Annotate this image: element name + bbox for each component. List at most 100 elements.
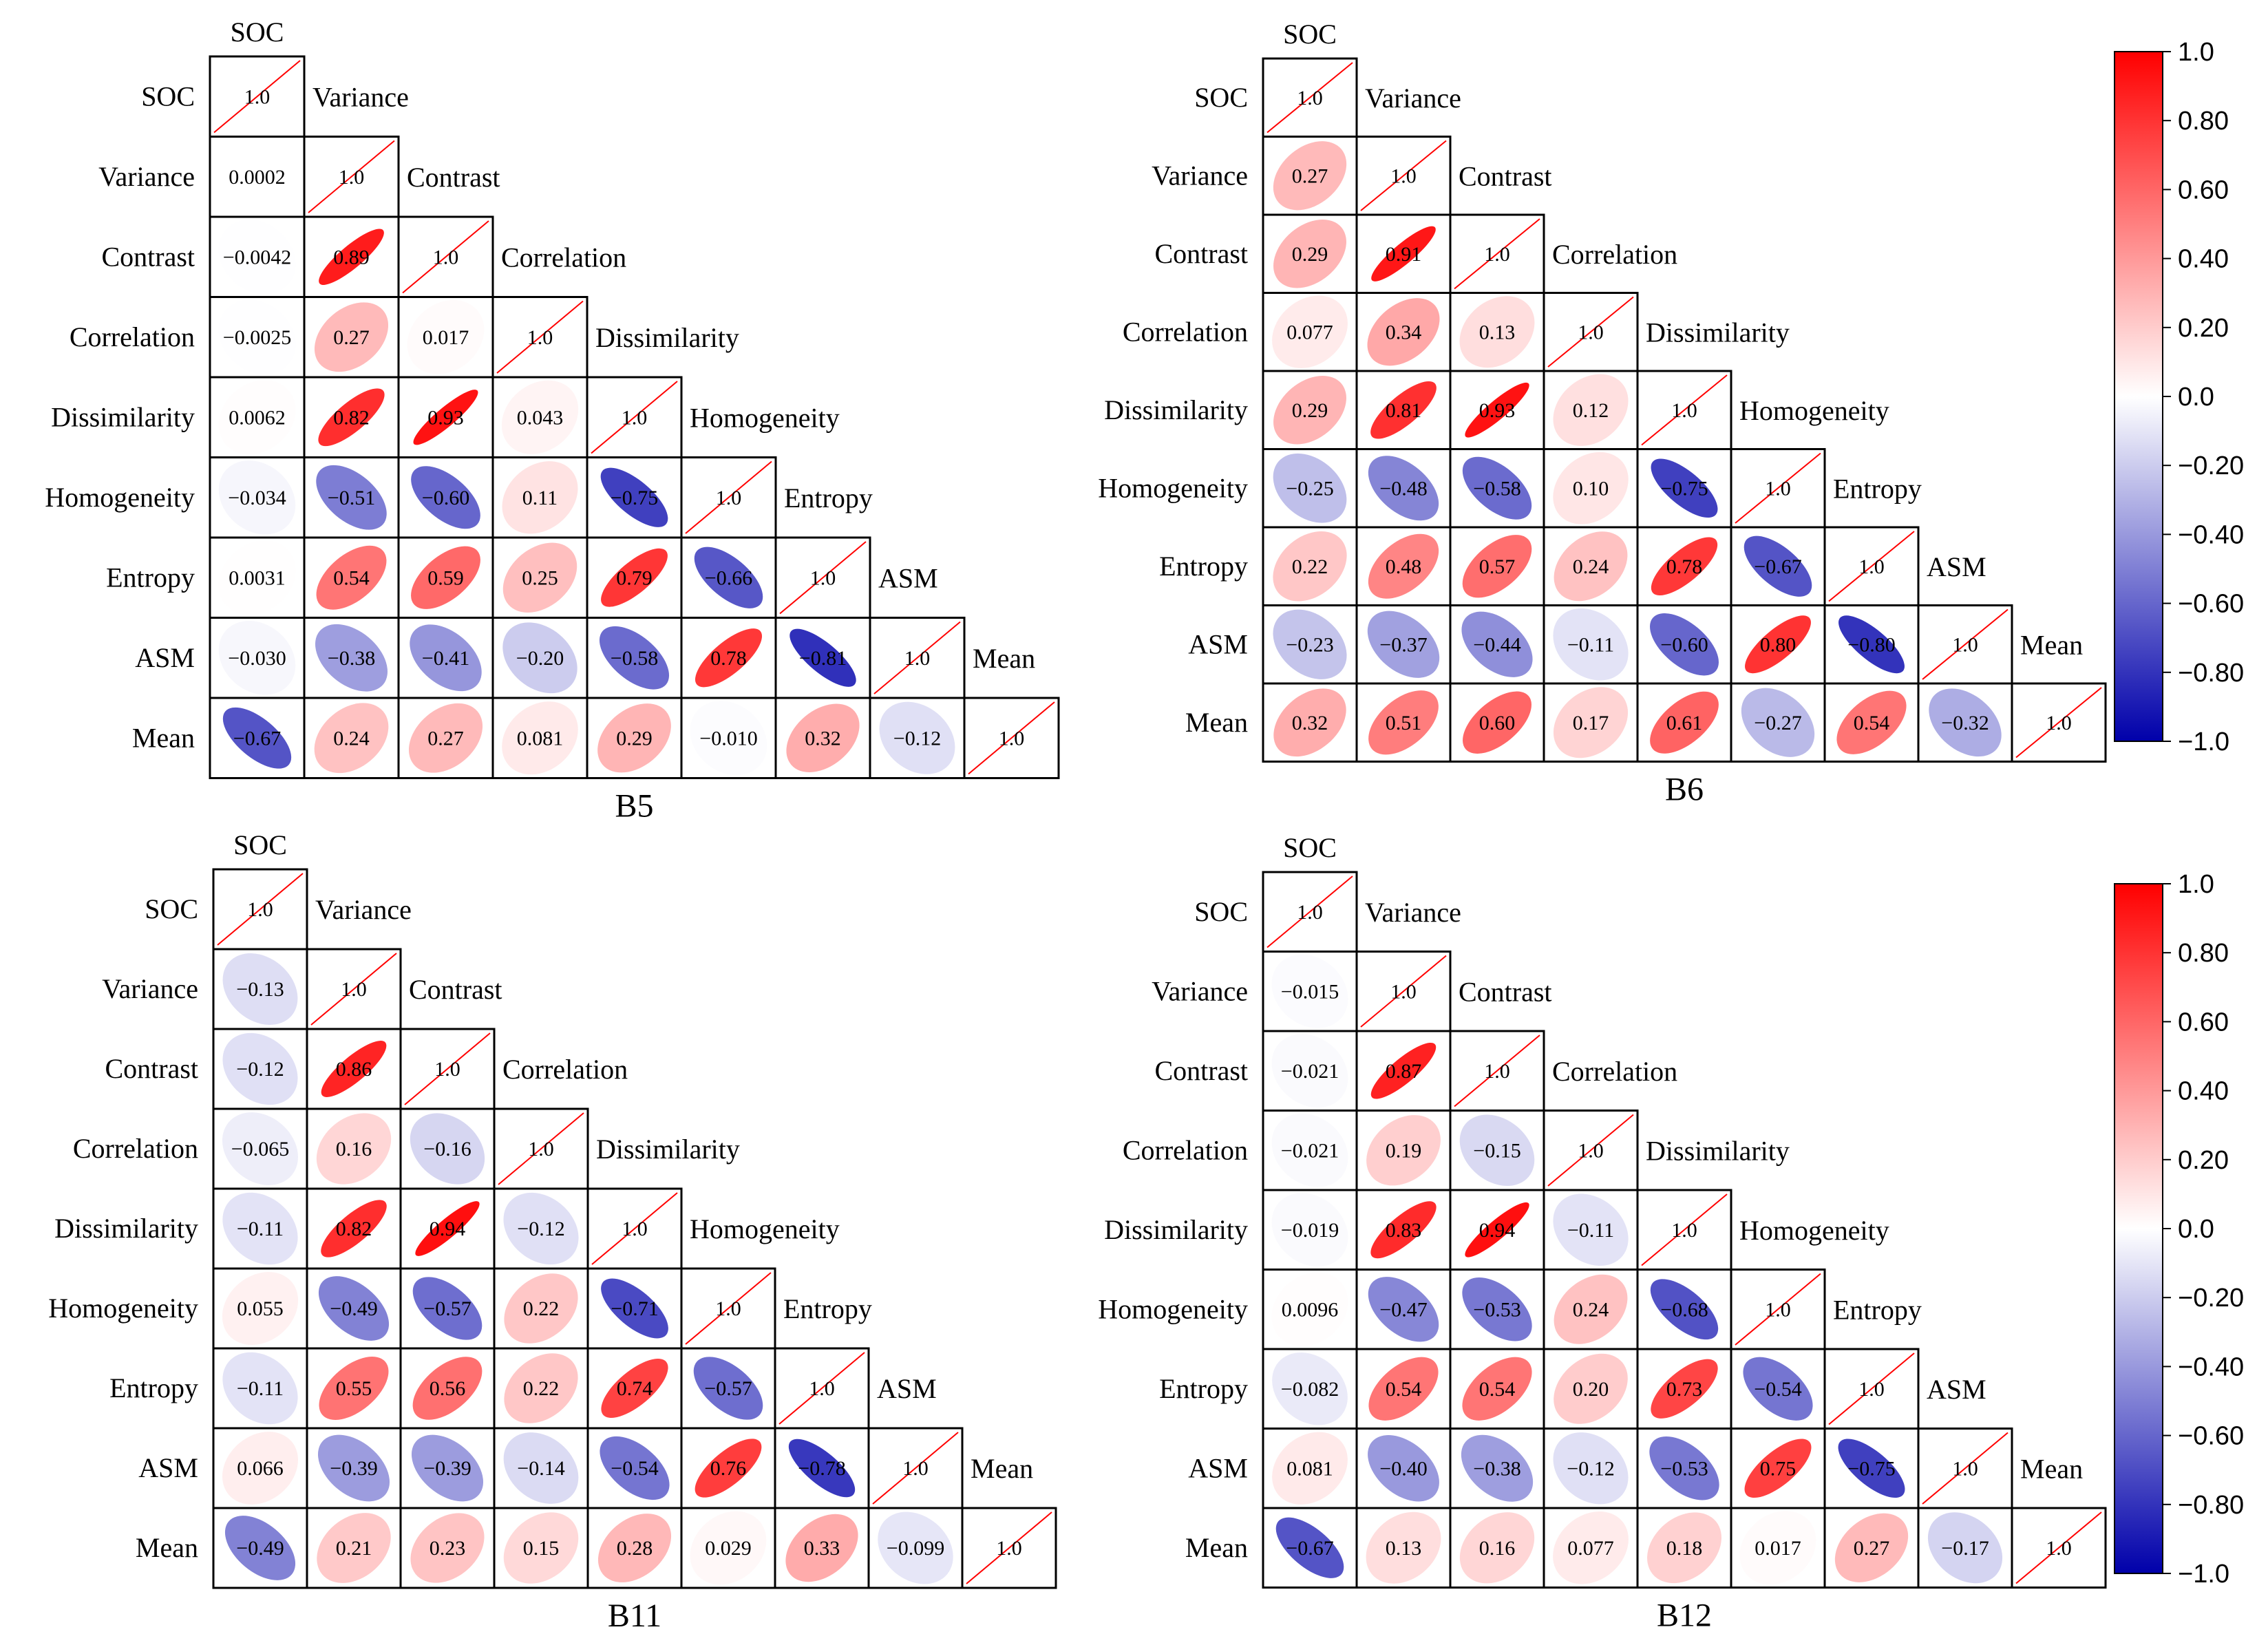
cell-homogeneity-dissimilarity: −0.71 xyxy=(586,1267,683,1350)
correlation-ellipse xyxy=(502,542,577,613)
column-label-mean: Mean xyxy=(973,643,1035,674)
cell-mean-correlation: 0.077 xyxy=(1543,1507,1639,1589)
cell-asm-soc: 0.081 xyxy=(1262,1428,1358,1509)
correlation-ellipse xyxy=(1271,954,1348,1028)
correlation-ellipse xyxy=(503,1512,579,1584)
cell-value: 1.0 xyxy=(244,85,271,108)
cell-value: −0.12 xyxy=(1567,1457,1614,1480)
cell-homogeneity-correlation: 0.22 xyxy=(493,1267,589,1350)
cell-value: 0.081 xyxy=(517,727,564,750)
cell-value: −0.082 xyxy=(1281,1378,1339,1401)
cell-value: 1.0 xyxy=(339,166,365,189)
cell-value: 0.16 xyxy=(336,1138,372,1160)
cell-value: 1.0 xyxy=(1484,243,1510,266)
cell-value: 0.32 xyxy=(1292,712,1328,734)
diagonal-mark xyxy=(1735,452,1821,524)
row-label-entropy: Entropy xyxy=(1159,551,1248,582)
correlation-ellipse xyxy=(695,628,763,688)
correlation-ellipse xyxy=(1927,1512,2003,1584)
diagonal-mark xyxy=(1267,62,1353,134)
correlation-ellipse xyxy=(315,624,388,692)
correlation-ellipse xyxy=(1368,690,1439,755)
cell-contrast-soc: 0.29 xyxy=(1262,213,1358,294)
cell-dissimilarity-dissimilarity: 1.0 xyxy=(1636,370,1732,450)
correlation-ellipse xyxy=(1273,453,1347,523)
correlation-ellipse xyxy=(690,701,767,776)
cell-entropy-homogeneity: −0.67 xyxy=(1730,526,1826,606)
cell-value: 0.22 xyxy=(523,1297,560,1320)
cell-asm-variance: −0.38 xyxy=(303,617,400,699)
cell-value: −0.67 xyxy=(233,727,281,750)
cell-value: −0.17 xyxy=(1941,1537,1989,1560)
cell-value: 0.48 xyxy=(1386,555,1422,578)
cell-contrast-contrast: 1.0 xyxy=(1449,1030,1545,1112)
correlation-ellipse xyxy=(1838,615,1905,674)
cell-variance-soc: 0.27 xyxy=(1262,136,1358,216)
cell-value: 0.077 xyxy=(1567,1537,1614,1560)
cell-value: 0.055 xyxy=(237,1297,284,1320)
cell-value: 1.0 xyxy=(810,566,836,589)
colorbar-gradient xyxy=(2114,51,2163,742)
cell-mean-asm: −0.099 xyxy=(867,1507,964,1589)
colorbar-tick-label: 0.80 xyxy=(2178,107,2229,136)
correlation-ellipse xyxy=(1366,1511,1441,1584)
colorbar-gradient xyxy=(2114,883,2163,1574)
panel-title: B6 xyxy=(1665,772,1704,808)
cell-value: 1.0 xyxy=(1578,321,1604,343)
correlation-ellipse xyxy=(314,703,389,774)
diagonal-mark xyxy=(402,220,489,294)
correlation-ellipse xyxy=(218,299,296,374)
cell-mean-dissimilarity: 0.28 xyxy=(586,1507,683,1589)
cell-homogeneity-variance: −0.49 xyxy=(306,1267,402,1350)
column-label-soc: SOC xyxy=(1283,832,1337,863)
cell-value: −0.68 xyxy=(1660,1298,1708,1321)
cell-value: −0.021 xyxy=(1281,1139,1339,1162)
cell-entropy-correlation: 0.22 xyxy=(493,1347,589,1430)
colorbar-tick-label: 0.20 xyxy=(2178,314,2229,343)
correlation-ellipse xyxy=(1553,687,1629,758)
cell-value: 0.54 xyxy=(333,566,370,589)
cell-variance-variance: 1.0 xyxy=(306,948,402,1030)
cell-entropy-contrast: 0.59 xyxy=(397,536,494,619)
correlation-ellipse xyxy=(1370,1042,1437,1099)
diagonal-mark xyxy=(1454,1034,1540,1107)
cell-value: 0.081 xyxy=(1286,1457,1333,1480)
cell-mean-mean: 1.0 xyxy=(961,1507,1057,1589)
cell-value: 0.13 xyxy=(1386,1537,1422,1560)
correlation-ellipse xyxy=(412,1277,483,1340)
cell-asm-correlation: −0.12 xyxy=(1543,1428,1639,1509)
cell-value: 0.21 xyxy=(336,1537,372,1560)
correlation-ellipse xyxy=(1553,1193,1629,1266)
cell-homogeneity-homogeneity: 1.0 xyxy=(1730,1269,1826,1350)
correlation-ellipse xyxy=(1651,458,1718,518)
cell-entropy-variance: 0.54 xyxy=(303,536,400,619)
diagonal-mark xyxy=(2015,1511,2102,1584)
cell-asm-homogeneity: 0.78 xyxy=(680,617,777,699)
cell-asm-correlation: −0.11 xyxy=(1543,604,1639,685)
correlation-ellipse xyxy=(1459,1512,1535,1584)
cell-value: −0.11 xyxy=(237,1218,284,1240)
cell-value: 1.0 xyxy=(1858,555,1885,578)
colorbar-tick-label: 0.0 xyxy=(2178,383,2214,412)
row-label-dissimilarity: Dissimilarity xyxy=(51,401,195,432)
panel-b11: SOC SOC Variance Contrast Correlation Dissimi… xyxy=(48,829,1057,1634)
cell-value: 0.043 xyxy=(517,406,564,429)
cell-value: 0.017 xyxy=(423,326,469,349)
column-label-asm: ASM xyxy=(878,562,938,593)
cell-entropy-dissimilarity: 0.74 xyxy=(586,1347,683,1430)
cell-asm-entropy: −0.81 xyxy=(774,617,871,699)
cell-mean-variance: 0.51 xyxy=(1355,682,1452,763)
cell-dissimilarity-contrast: 0.93 xyxy=(1449,370,1545,450)
correlation-ellipse xyxy=(1554,531,1628,602)
correlation-ellipse xyxy=(502,461,578,534)
correlation-ellipse xyxy=(1554,1353,1628,1424)
cell-homogeneity-variance: −0.48 xyxy=(1355,448,1452,529)
cell-value: 1.0 xyxy=(1484,1060,1510,1083)
cell-asm-variance: −0.40 xyxy=(1355,1428,1452,1509)
cell-value: 0.0062 xyxy=(229,406,286,429)
cell-contrast-variance: 0.87 xyxy=(1355,1030,1452,1112)
cell-value: 1.0 xyxy=(1390,165,1417,187)
cell-value: −0.099 xyxy=(887,1537,944,1560)
cell-contrast-contrast: 1.0 xyxy=(397,215,494,298)
cell-value: −0.48 xyxy=(1379,477,1427,500)
